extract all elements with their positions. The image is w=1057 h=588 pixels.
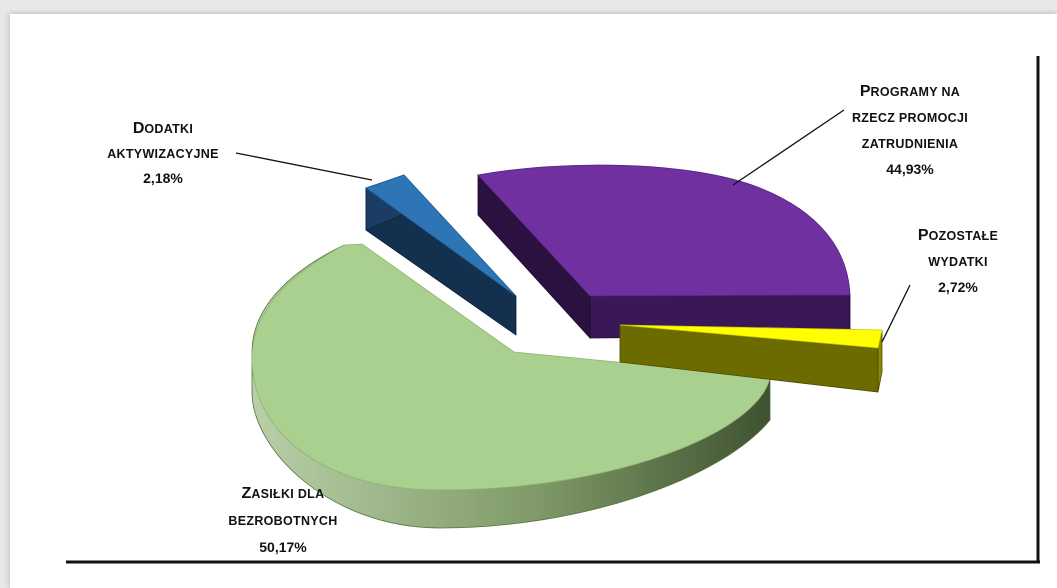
label-pozostale-initial: P — [918, 227, 929, 244]
pie-slice-dodatki-top — [365, 174, 517, 297]
label-zasilki-initial: Z — [242, 485, 252, 502]
label-pozostale: POZOSTAŁE WYDATKI 2,72% — [918, 227, 998, 295]
label-zasilki-percent: 50,17% — [259, 539, 307, 555]
label-programy-rest: ROGRAMY NA — [871, 85, 961, 99]
label-pozostale-percent: 2,72% — [938, 279, 978, 295]
label-programy-line3: ZATRUDNIENIA — [862, 137, 958, 151]
label-dodatki-rest: ODATKI — [144, 122, 193, 136]
pie-slice-pozostale — [619, 324, 883, 393]
svg-text:DODATKI: DODATKI — [133, 120, 193, 137]
label-dodatki-initial: D — [133, 120, 145, 137]
label-programy-percent: 44,93% — [886, 161, 934, 177]
label-programy: PROGRAMY NA RZECZ PROMOCJI ZATRUDNIENIA … — [852, 83, 968, 177]
label-zasilki-line2: BEZROBOTNYCH — [228, 514, 337, 528]
svg-text:POZOSTAŁE: POZOSTAŁE — [918, 227, 998, 244]
leader-line-pozostale — [881, 284, 911, 343]
pie-slice-zasilki — [251, 243, 771, 529]
label-zasilki-rest: ASIŁKI DLA — [251, 487, 324, 501]
svg-text:PROGRAMY NA: PROGRAMY NA — [860, 83, 960, 100]
pie-slice-dodatki — [365, 174, 517, 336]
pie-slice-pozostale-top — [619, 324, 883, 349]
label-programy-line2: RZECZ PROMOCJI — [852, 111, 968, 125]
leader-line-dodatki — [235, 152, 373, 181]
label-dodatki-line2: AKTYWIZACYJNE — [107, 147, 219, 161]
label-dodatki-percent: 2,18% — [143, 170, 183, 186]
label-programy-initial: P — [860, 83, 871, 100]
pie-slice-programy — [477, 164, 851, 340]
pie-slice-programy-top — [477, 164, 851, 297]
label-zasilki: ZASIŁKI DLA BEZROBOTNYCH 50,17% — [228, 485, 337, 555]
label-pozostale-rest: OZOSTAŁE — [929, 229, 999, 243]
leader-line-programy — [732, 109, 845, 186]
label-pozostale-line2: WYDATKI — [928, 255, 988, 269]
svg-text:ZASIŁKI DLA: ZASIŁKI DLA — [242, 485, 325, 502]
label-dodatki: DODATKI AKTYWIZACYJNE 2,18% — [107, 120, 219, 186]
pie-slice-zasilki-top — [251, 243, 771, 491]
